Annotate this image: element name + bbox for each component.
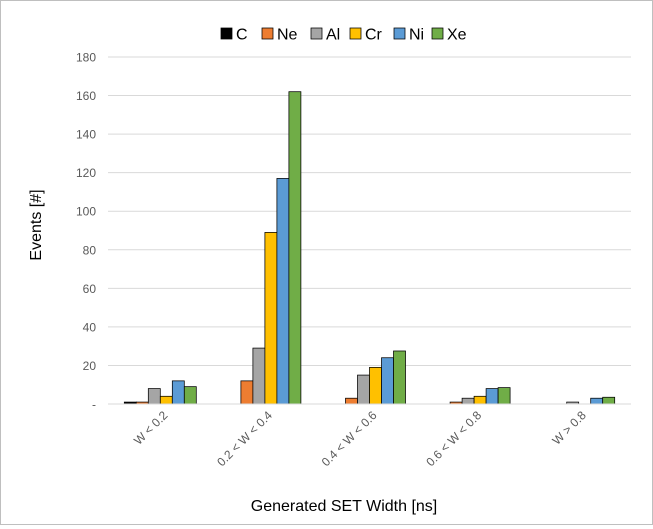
y-tick-label: 120 bbox=[76, 166, 96, 180]
legend-item-cr: Cr bbox=[349, 27, 383, 44]
bar-cr-1 bbox=[264, 232, 278, 405]
y-axis-ticks: - 20 40 60 80 100 120 140 160 180 bbox=[76, 51, 96, 412]
legend-label: Ni bbox=[409, 27, 424, 44]
bar-cr-2 bbox=[369, 366, 382, 405]
legend-item-c: C bbox=[220, 27, 248, 44]
bar-cr-0 bbox=[159, 395, 173, 405]
legend-swatch bbox=[349, 27, 362, 40]
y-tick-label: 80 bbox=[83, 243, 97, 257]
x-tick-label: 0.2 < W < 0.4 bbox=[214, 408, 275, 469]
legend-swatch bbox=[220, 27, 233, 40]
x-tick-label: W < 0.2 bbox=[131, 408, 171, 448]
legend-item-al: Al bbox=[310, 27, 340, 44]
y-tick-label: 20 bbox=[83, 359, 97, 373]
bar-xe-2 bbox=[393, 350, 406, 405]
bar-cr-3 bbox=[473, 395, 487, 405]
y-tick-label: 100 bbox=[76, 205, 96, 219]
legend: C Ne Al Cr Ni Xe bbox=[220, 27, 467, 44]
y-tick-label: 180 bbox=[76, 51, 96, 65]
x-tick-label: 0.4 < W < 0.6 bbox=[319, 408, 380, 469]
y-tick-label: 40 bbox=[83, 320, 97, 334]
bar-xe-4 bbox=[602, 396, 616, 405]
y-axis-title: Events [#] bbox=[28, 189, 45, 260]
legend-swatch bbox=[393, 27, 406, 40]
x-tick-label: W > 0.8 bbox=[549, 408, 589, 448]
bar-ni-3 bbox=[485, 388, 499, 405]
bar-al-3 bbox=[461, 397, 475, 405]
bar-al-1 bbox=[252, 347, 266, 405]
legend-item-ni: Ni bbox=[393, 27, 424, 44]
bar-al-2 bbox=[357, 374, 370, 405]
bar-xe-1 bbox=[288, 91, 302, 405]
gridlines bbox=[108, 56, 631, 366]
legend-swatch bbox=[431, 27, 444, 40]
legend-label: Xe bbox=[447, 27, 467, 44]
legend-label: Al bbox=[326, 27, 340, 44]
x-axis-ticks: W < 0.2 0.2 < W < 0.4 0.4 < W < 0.6 0.6 < W… bbox=[131, 408, 589, 469]
y-tick-label: 140 bbox=[76, 128, 96, 142]
bar-ni-0 bbox=[171, 380, 185, 405]
bar-ni-1 bbox=[276, 178, 290, 405]
x-axis-title: Generated SET Width [ns] bbox=[251, 498, 437, 515]
legend-swatch bbox=[261, 27, 274, 40]
legend-item-xe: Xe bbox=[431, 27, 467, 44]
bar-ni-2 bbox=[381, 357, 394, 405]
bar-al-0 bbox=[147, 388, 161, 405]
legend-item-ne: Ne bbox=[261, 27, 298, 44]
x-tick-label: 0.6 < W < 0.8 bbox=[423, 408, 484, 469]
y-tick-label: 160 bbox=[76, 89, 96, 103]
legend-swatch bbox=[310, 27, 323, 40]
bar-xe-0 bbox=[183, 386, 197, 405]
legend-label: Cr bbox=[365, 27, 383, 44]
bar-ne-1 bbox=[240, 380, 254, 405]
bar-ni-4 bbox=[590, 397, 604, 405]
y-tick-label: - bbox=[92, 398, 96, 412]
legend-label: C bbox=[236, 27, 248, 44]
bars bbox=[123, 91, 616, 405]
y-tick-label: 60 bbox=[83, 282, 97, 296]
legend-label: Ne bbox=[277, 27, 298, 44]
bar-ne-2 bbox=[345, 397, 358, 405]
bar-xe-3 bbox=[497, 387, 511, 405]
